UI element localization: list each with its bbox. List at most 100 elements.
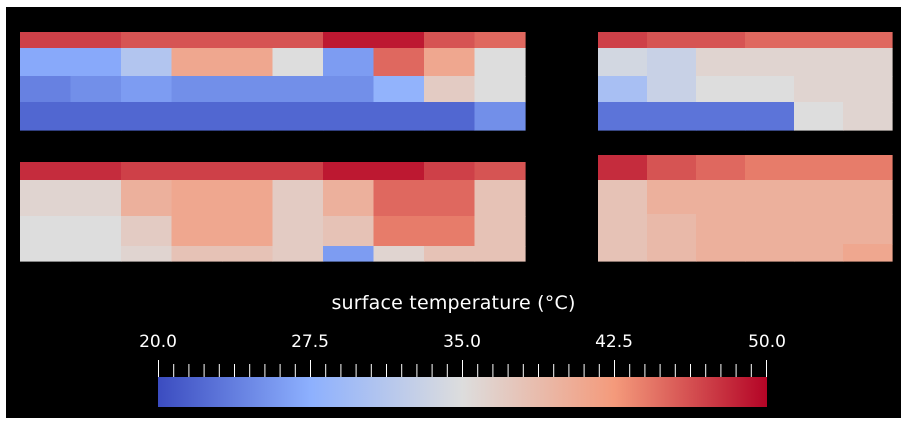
heatmap-cell: [172, 32, 223, 49]
heatmap-cell: [424, 162, 475, 181]
colorbar-tick-label: 50.0: [748, 332, 786, 352]
heatmap-cell: [374, 102, 425, 131]
heatmap-cell: [745, 48, 795, 77]
heatmap-cell: [71, 246, 122, 262]
heatmap-cell: [71, 102, 122, 131]
heatmap-cell: [323, 246, 374, 262]
heatmap-cell: [20, 180, 71, 217]
heatmap-cell: [121, 48, 172, 77]
heatmap-cell: [424, 180, 475, 217]
heatmap-cell: [843, 214, 893, 245]
heatmap-cell: [475, 48, 526, 77]
heatmap-cell: [323, 48, 374, 77]
heatmap-cell: [696, 244, 746, 262]
heatmap-cell: [843, 155, 893, 181]
heatmap-cell: [647, 180, 697, 215]
heatmap-panel-bottom-left: [20, 162, 526, 262]
heatmap-panel-top-right: [598, 32, 893, 131]
heatmap-cell: [71, 76, 122, 103]
heatmap-cell: [475, 32, 526, 49]
heatmap-cell: [121, 76, 172, 103]
heatmap-cell: [794, 155, 844, 181]
heatmap-cell: [172, 102, 223, 131]
heatmap-cell: [475, 102, 526, 131]
heatmap-cell: [598, 214, 648, 245]
heatmap-cell: [475, 246, 526, 262]
heatmap-cell: [696, 155, 746, 181]
heatmap-cell: [745, 155, 795, 181]
heatmap-cell: [323, 216, 374, 247]
heatmap-cell: [475, 76, 526, 103]
heatmap-cell: [222, 162, 273, 181]
heatmap-cell: [794, 32, 844, 49]
heatmap-cell: [323, 76, 374, 103]
heatmap-cell: [843, 48, 893, 77]
heatmap-cell: [273, 246, 324, 262]
heatmap-cell: [696, 180, 746, 215]
heatmap-cell: [121, 180, 172, 217]
heatmap-cell: [71, 162, 122, 181]
heatmap-cell: [20, 102, 71, 131]
heatmap-cell: [843, 32, 893, 49]
heatmap-panel-bottom-right: [598, 155, 893, 262]
heatmap-cell: [424, 48, 475, 77]
heatmap-cell: [794, 214, 844, 245]
heatmap-cell: [374, 76, 425, 103]
heatmap-cell: [424, 246, 475, 262]
colorbar-tick-label: 35.0: [443, 332, 481, 352]
heatmap-cell: [598, 180, 648, 215]
heatmap-cell: [647, 214, 697, 245]
heatmap-cell: [598, 76, 648, 103]
heatmap-cell: [222, 102, 273, 131]
heatmap-cell: [647, 155, 697, 181]
heatmap-cell: [374, 180, 425, 217]
heatmap-cell: [696, 214, 746, 245]
colorbar-gradient: [158, 377, 767, 407]
heatmap-cell: [273, 48, 324, 77]
heatmap-cell: [794, 76, 844, 103]
heatmap-cell: [696, 32, 746, 49]
heatmap-cell: [647, 32, 697, 49]
heatmap-cell: [598, 102, 648, 131]
heatmap-cell: [374, 246, 425, 262]
heatmap-cell: [696, 76, 746, 103]
heatmap-cell: [172, 48, 223, 77]
heatmap-cell: [273, 32, 324, 49]
heatmap-cell: [20, 48, 71, 77]
heatmap-cell: [794, 102, 844, 131]
heatmap-cell: [71, 48, 122, 77]
heatmap-cell: [598, 155, 648, 181]
colorbar-tick-label: 27.5: [291, 332, 329, 352]
heatmap-cell: [273, 216, 324, 247]
heatmap-cell: [323, 180, 374, 217]
heatmap-cell: [424, 216, 475, 247]
colorbar-ticks: [158, 360, 767, 378]
heatmap-cell: [598, 244, 648, 262]
heatmap-cell: [273, 102, 324, 131]
heatmap-cell: [745, 76, 795, 103]
heatmap-cell: [843, 76, 893, 103]
heatmap-cell: [647, 48, 697, 77]
heatmap-cell: [20, 216, 71, 247]
heatmap-cell: [424, 76, 475, 103]
heatmap-cell: [172, 246, 223, 262]
heatmap-cell: [843, 102, 893, 131]
heatmap-cell: [121, 162, 172, 181]
heatmap-cell: [374, 216, 425, 247]
heatmap-cell: [794, 244, 844, 262]
heatmap-cell: [374, 32, 425, 49]
heatmap-cell: [475, 216, 526, 247]
heatmap-cell: [222, 76, 273, 103]
heatmap-cell: [647, 76, 697, 103]
heatmap-cell: [172, 216, 223, 247]
heatmap-cell: [20, 32, 71, 49]
heatmap-cell: [222, 32, 273, 49]
heatmap-cell: [71, 32, 122, 49]
heatmap-cell: [745, 32, 795, 49]
heatmap-cell: [20, 162, 71, 181]
heatmap-cell: [475, 180, 526, 217]
colorbar-tick-label: 20.0: [139, 332, 177, 352]
heatmap-cell: [71, 180, 122, 217]
plot-frame: surface temperature (°C) 20.0 27.5 35.0 …: [6, 7, 901, 418]
heatmap-cell: [222, 246, 273, 262]
